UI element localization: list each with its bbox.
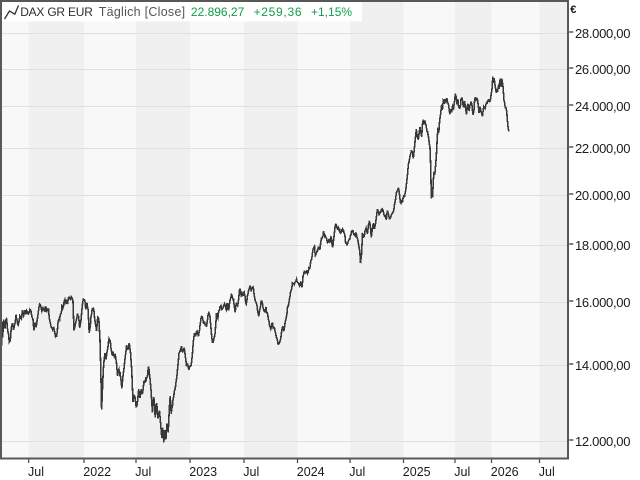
svg-text:16.000,00: 16.000,00: [575, 295, 630, 310]
svg-text:DAX GR EUR: DAX GR EUR: [20, 5, 93, 19]
svg-text:Jul: Jul: [349, 465, 365, 479]
svg-text:€: €: [570, 4, 576, 16]
svg-text:12.000,00: 12.000,00: [575, 434, 630, 449]
svg-text:Jul: Jul: [28, 465, 44, 479]
svg-text:18.000,00: 18.000,00: [575, 238, 630, 253]
svg-text:24.000,00: 24.000,00: [575, 99, 630, 114]
svg-text:Jul: Jul: [454, 465, 470, 479]
svg-text:+1,15%: +1,15%: [311, 5, 352, 19]
svg-text:Täglich [Close]: Täglich [Close]: [99, 5, 186, 19]
svg-text:26.000,00: 26.000,00: [575, 62, 630, 77]
svg-text:Jul: Jul: [243, 465, 259, 479]
svg-text:20.000,00: 20.000,00: [575, 188, 630, 203]
svg-text:Jul: Jul: [539, 465, 555, 479]
svg-text:22.896,27: 22.896,27: [191, 5, 245, 19]
svg-text:2023: 2023: [189, 465, 217, 479]
svg-text:14.000,00: 14.000,00: [575, 358, 630, 373]
svg-text:2024: 2024: [297, 465, 325, 479]
svg-text:2022: 2022: [83, 465, 111, 479]
svg-text:Jul: Jul: [135, 465, 151, 479]
svg-text:+259,36: +259,36: [254, 5, 303, 19]
svg-text:28.000,00: 28.000,00: [575, 26, 630, 41]
svg-text:2025: 2025: [403, 465, 431, 479]
svg-text:2026: 2026: [491, 465, 519, 479]
svg-text:22.000,00: 22.000,00: [575, 141, 630, 156]
